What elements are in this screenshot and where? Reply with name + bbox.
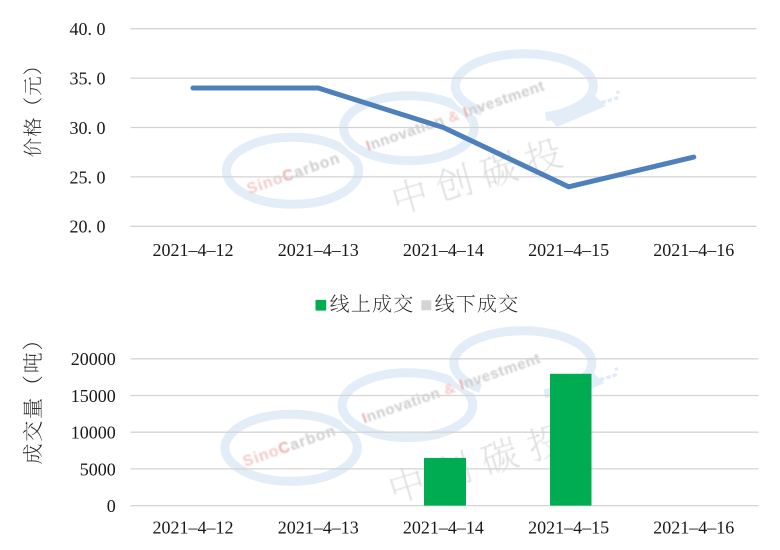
- svg-text:20000: 20000: [71, 349, 116, 369]
- svg-text:2021–4–12: 2021–4–12: [153, 240, 234, 260]
- svg-text:2021–4–12: 2021–4–12: [153, 518, 234, 538]
- svg-text:5000: 5000: [80, 459, 116, 479]
- svg-text:2021–4–14: 2021–4–14: [403, 240, 484, 260]
- svg-text:20. 0: 20. 0: [70, 217, 106, 237]
- svg-text:10000: 10000: [71, 423, 116, 443]
- svg-text:30. 0: 30. 0: [70, 118, 106, 138]
- svg-text:2021–4–15: 2021–4–15: [528, 518, 609, 538]
- svg-text:15000: 15000: [71, 386, 116, 406]
- svg-text:2021–4–13: 2021–4–13: [278, 518, 359, 538]
- svg-text:2021–4–16: 2021–4–16: [653, 240, 734, 260]
- svg-text:25. 0: 25. 0: [70, 167, 106, 187]
- svg-text:35. 0: 35. 0: [70, 69, 106, 89]
- svg-text:0: 0: [107, 496, 116, 516]
- svg-text:2021–4–14: 2021–4–14: [403, 518, 484, 538]
- svg-text:2021–4–16: 2021–4–16: [653, 518, 734, 538]
- svg-text:2021–4–15: 2021–4–15: [528, 240, 609, 260]
- svg-text:40. 0: 40. 0: [70, 19, 106, 39]
- svg-text:2021–4–13: 2021–4–13: [278, 240, 359, 260]
